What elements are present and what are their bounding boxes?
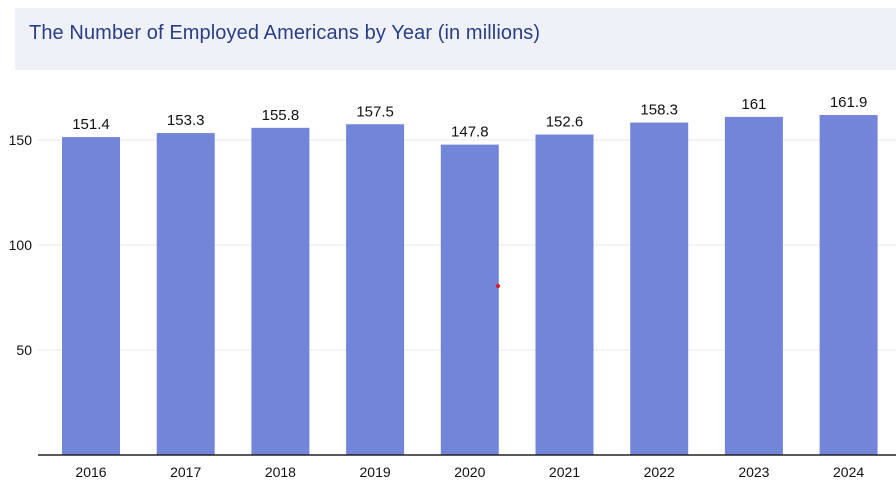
data-label-2018: 155.8 bbox=[262, 107, 300, 124]
data-label-2016: 151.4 bbox=[72, 116, 110, 133]
data-label-2022: 158.3 bbox=[640, 102, 678, 119]
x-tick-label-2016: 2016 bbox=[75, 464, 106, 480]
x-tick-label-2024: 2024 bbox=[833, 464, 864, 480]
data-label-2019: 157.5 bbox=[356, 103, 394, 120]
x-tick-label-2021: 2021 bbox=[549, 464, 580, 480]
data-label-2017: 153.3 bbox=[167, 112, 205, 129]
data-label-2021: 152.6 bbox=[546, 114, 584, 131]
data-label-2020: 147.8 bbox=[451, 124, 489, 141]
chart-title-bar: The Number of Employed Americans by Year… bbox=[15, 8, 896, 70]
y-tick-label: 50 bbox=[16, 342, 32, 358]
bar-2024 bbox=[819, 115, 878, 455]
y-tick-label: 150 bbox=[9, 132, 33, 148]
x-tick-label-2017: 2017 bbox=[170, 464, 201, 480]
data-label-2024: 161.9 bbox=[830, 94, 868, 111]
y-tick-label: 100 bbox=[9, 237, 33, 253]
x-tick-label-2020: 2020 bbox=[454, 464, 485, 480]
bar-2023 bbox=[724, 116, 783, 456]
bar-2016 bbox=[62, 137, 120, 455]
bar-2018 bbox=[251, 127, 310, 455]
chart-title: The Number of Employed Americans by Year… bbox=[29, 22, 541, 44]
bar-2019 bbox=[346, 124, 405, 455]
x-tick-label-2022: 2022 bbox=[644, 464, 675, 480]
x-tick-label-2018: 2018 bbox=[265, 464, 296, 480]
bar-2020 bbox=[440, 144, 499, 455]
data-label-2023: 161 bbox=[741, 96, 766, 113]
red-dot-marker bbox=[496, 284, 500, 288]
x-tick-label-2019: 2019 bbox=[360, 464, 391, 480]
bar-2022 bbox=[630, 122, 689, 455]
bar-2017 bbox=[156, 133, 215, 455]
bar-2021 bbox=[535, 134, 594, 456]
x-tick-label-2023: 2023 bbox=[738, 464, 769, 480]
